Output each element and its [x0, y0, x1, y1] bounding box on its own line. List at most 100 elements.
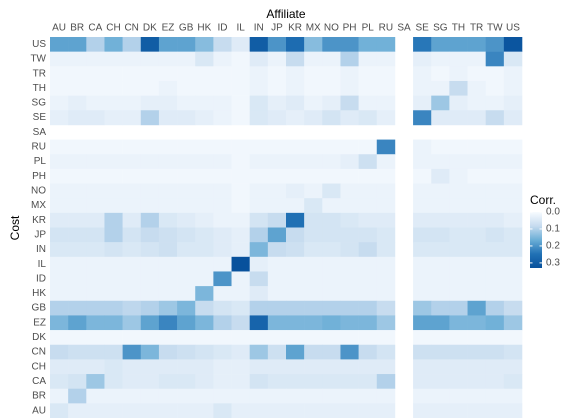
heat-cell: [358, 66, 378, 82]
heat-cell: [86, 95, 105, 111]
heat-cell: [358, 330, 378, 346]
heat-cell: [86, 403, 105, 418]
heat-cell: [304, 37, 323, 52]
heat-cell: [50, 256, 69, 272]
heat-cell: [68, 388, 87, 404]
heat-cell: [340, 300, 359, 316]
heat-cell: [431, 66, 450, 82]
heat-cell: [449, 66, 468, 82]
heat-cell: [195, 359, 214, 375]
x-tick-label: BR: [70, 23, 84, 34]
x-tick-label: PH: [343, 23, 357, 34]
heat-cell: [177, 51, 196, 67]
heat-cell: [449, 286, 468, 302]
heat-cell: [286, 242, 305, 258]
heat-cell: [231, 183, 250, 199]
heat-cell: [195, 315, 214, 331]
heat-cell: [376, 80, 396, 96]
heat-cell: [376, 95, 396, 111]
heat-cell: [86, 51, 105, 67]
heat-cell: [358, 300, 378, 316]
heat-cell: [322, 286, 341, 302]
heat-cell: [358, 198, 378, 214]
heat-cell: [86, 256, 105, 272]
heat-cell: [340, 286, 359, 302]
heat-cell: [249, 80, 269, 96]
heat-cell: [431, 344, 450, 360]
heat-cell: [140, 139, 160, 155]
y-tick-label: TH: [33, 83, 46, 94]
heat-cell: [340, 388, 359, 404]
heat-cell: [267, 154, 287, 170]
x-tick-label: MX: [306, 23, 321, 34]
heat-cell: [376, 403, 396, 418]
heat-cell: [467, 227, 486, 243]
heat-cell: [322, 139, 341, 155]
heat-cell: [503, 330, 523, 346]
heat-cell: [286, 256, 305, 272]
heat-cell: [195, 212, 214, 228]
heat-cell: [140, 168, 160, 184]
x-tick-label: PL: [362, 23, 375, 34]
heat-cell: [485, 198, 505, 214]
heat-cell: [322, 388, 341, 404]
heat-cell: [503, 183, 523, 199]
heat-cell: [340, 359, 359, 375]
heat-cell: [358, 403, 378, 418]
heat-cell: [213, 286, 232, 302]
heat-cell: [503, 403, 523, 418]
heat-cell: [195, 95, 214, 111]
heat-cell: [322, 198, 341, 214]
heat-cell: [304, 374, 323, 389]
heat-cell: [413, 139, 432, 155]
heat-cell: [104, 95, 123, 111]
heat-cell: [195, 168, 214, 184]
y-tick-label: CA: [32, 376, 46, 387]
heat-cell: [213, 271, 232, 287]
heat-cell: [431, 37, 450, 52]
heat-cell: [104, 256, 123, 272]
heat-cell: [50, 286, 69, 302]
heat-cell: [86, 330, 105, 346]
heat-cell: [267, 344, 287, 360]
heat-cell: [249, 256, 269, 272]
heat-cell: [286, 344, 305, 360]
x-tick-label: EZ: [162, 23, 175, 34]
heat-cell: [104, 388, 123, 404]
heat-cell: [50, 271, 69, 287]
heat-cell: [449, 212, 468, 228]
heat-cell: [158, 227, 178, 243]
heat-cell: [340, 110, 359, 126]
heat-cell: [104, 300, 123, 316]
y-tick-label: BR: [32, 391, 46, 402]
heat-cell: [177, 315, 196, 331]
heat-cell: [358, 359, 378, 375]
heat-cell: [249, 242, 269, 258]
heat-cell: [231, 80, 250, 96]
heat-cell: [122, 183, 142, 199]
heat-cell: [104, 110, 123, 126]
heat-cell: [413, 154, 432, 170]
heat-cell: [68, 168, 87, 184]
heat-cell: [304, 66, 323, 82]
heat-cell: [68, 300, 87, 316]
heat-cell: [431, 374, 450, 389]
heat-cell: [104, 359, 123, 375]
heat-cell: [249, 51, 269, 67]
heat-cell: [177, 212, 196, 228]
heat-cell: [122, 403, 142, 418]
heat-cell: [249, 66, 269, 82]
heat-cell: [86, 388, 105, 404]
legend-tick-label: 0.1: [546, 224, 560, 235]
heat-cell: [503, 286, 523, 302]
heat-cell: [340, 330, 359, 346]
heat-cell: [413, 227, 432, 243]
heat-cell: [231, 154, 250, 170]
heat-cell: [68, 183, 87, 199]
heat-cell: [358, 271, 378, 287]
heat-cell: [140, 271, 160, 287]
heat-cell: [177, 286, 196, 302]
heat-cell: [231, 271, 250, 287]
heat-cell: [340, 315, 359, 331]
heat-cell: [86, 110, 105, 126]
